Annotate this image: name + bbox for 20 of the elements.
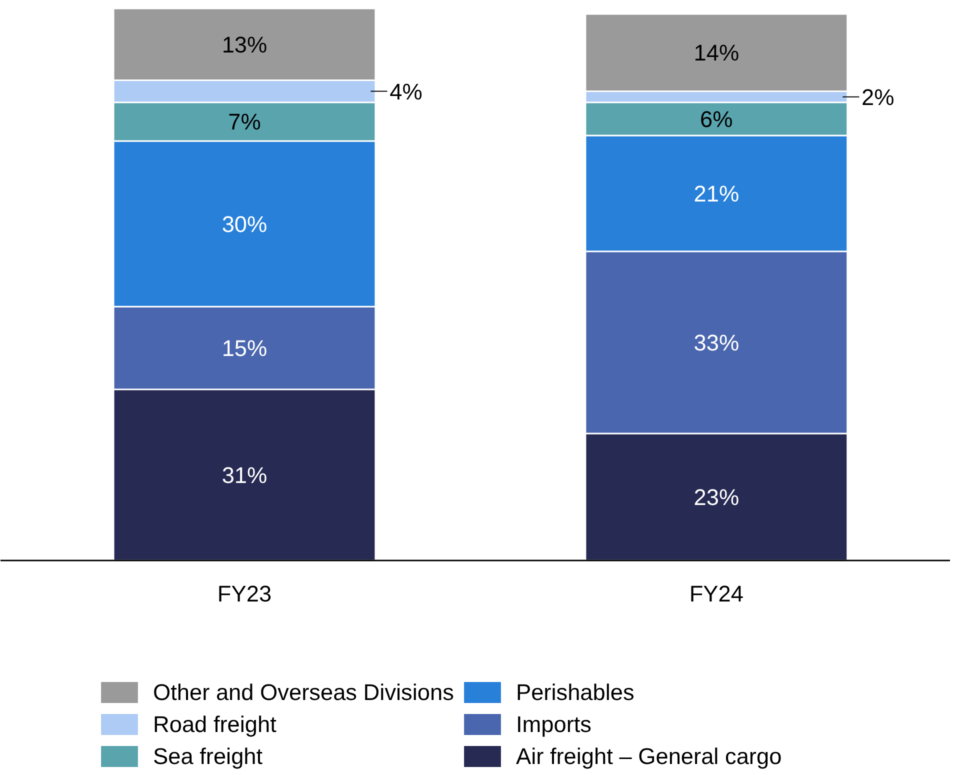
- data-label: 13%: [222, 31, 268, 58]
- x-tick-label: FY23: [217, 580, 272, 606]
- data-label: 2%: [862, 84, 894, 110]
- data-label: 4%: [390, 78, 422, 104]
- legend-label: Air freight – General cargo: [516, 742, 782, 770]
- legend-label: Road freight: [153, 710, 276, 738]
- legend-label: Imports: [516, 710, 592, 738]
- data-label: 15%: [222, 334, 268, 361]
- data-label: 14%: [694, 40, 740, 66]
- legend-label: Perishables: [516, 678, 634, 706]
- x-tick-label: FY24: [689, 580, 744, 606]
- legend-label: Sea freight: [153, 742, 263, 770]
- data-label: 33%: [694, 329, 740, 356]
- data-label: 7%: [228, 108, 261, 135]
- data-label: 6%: [700, 106, 733, 132]
- data-label: 21%: [694, 180, 740, 206]
- legend-label: Other and Overseas Divisions: [153, 678, 454, 706]
- data-label: 31%: [222, 462, 268, 488]
- data-label: 23%: [694, 484, 740, 510]
- data-label: 30%: [222, 210, 268, 237]
